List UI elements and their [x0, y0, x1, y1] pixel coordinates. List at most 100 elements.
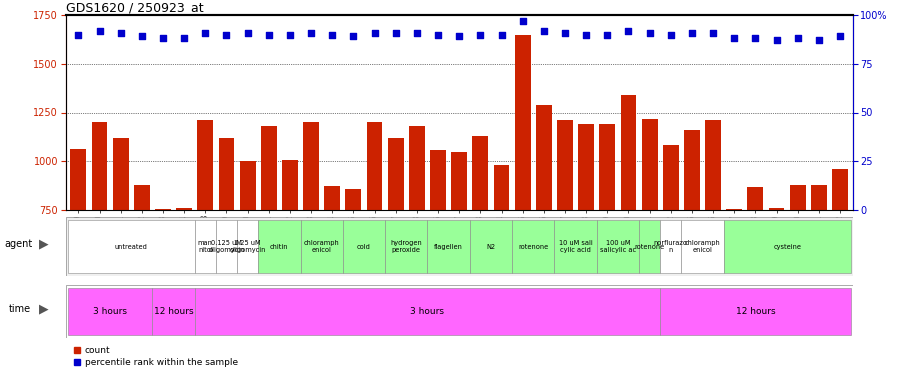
Bar	[324, 186, 340, 356]
Point	[641, 30, 656, 36]
Text: cold: cold	[356, 244, 371, 250]
Bar	[681, 220, 722, 273]
Bar	[704, 120, 721, 356]
Point	[219, 32, 233, 38]
Bar	[91, 122, 107, 356]
Bar	[302, 122, 319, 356]
Bar	[67, 288, 152, 335]
Bar	[683, 130, 699, 356]
Point	[261, 32, 276, 38]
Bar	[366, 122, 382, 356]
Bar	[810, 184, 826, 356]
Point	[747, 35, 762, 41]
Bar	[725, 209, 742, 356]
Bar	[67, 220, 195, 273]
Bar	[387, 138, 404, 356]
Point	[599, 32, 614, 38]
Point	[113, 30, 128, 36]
Point	[324, 32, 339, 38]
Point	[684, 30, 699, 36]
Bar	[70, 148, 87, 356]
Bar	[469, 220, 511, 273]
Text: chloramph
enicol: chloramph enicol	[303, 240, 339, 253]
Text: norflurazo
n: norflurazo n	[653, 240, 687, 253]
Bar	[639, 220, 660, 273]
Point	[578, 32, 593, 38]
Bar	[195, 220, 216, 273]
Point	[346, 33, 361, 39]
Text: agent: agent	[5, 238, 33, 249]
Bar	[472, 136, 487, 356]
Text: chitin: chitin	[270, 244, 288, 250]
Point	[198, 30, 212, 36]
Point	[282, 32, 297, 38]
Bar	[554, 220, 596, 273]
Point	[409, 30, 424, 36]
Text: untreated: untreated	[115, 244, 148, 250]
Text: 12 hours: 12 hours	[735, 307, 774, 316]
Bar	[660, 288, 850, 335]
Point	[557, 30, 571, 36]
Bar	[343, 220, 384, 273]
Point	[451, 33, 466, 39]
Point	[536, 28, 550, 34]
Text: man
nitol: man nitol	[198, 240, 212, 253]
Text: 100 uM
salicylic ac: 100 uM salicylic ac	[599, 240, 635, 253]
Point	[430, 32, 445, 38]
Bar	[511, 220, 554, 273]
Point	[811, 38, 825, 44]
Point	[768, 38, 783, 44]
Text: 10 uM sali
cylic acid: 10 uM sali cylic acid	[558, 240, 592, 253]
Point	[367, 30, 382, 36]
Point	[241, 30, 255, 36]
Bar	[219, 138, 234, 356]
Bar	[430, 150, 445, 356]
Point	[790, 35, 804, 41]
Bar	[722, 220, 850, 273]
Bar	[662, 145, 678, 356]
Bar	[596, 220, 639, 273]
Point	[620, 28, 635, 34]
Bar	[557, 120, 572, 356]
Bar	[345, 189, 361, 356]
Bar	[747, 187, 763, 356]
Text: 12 hours: 12 hours	[154, 307, 193, 316]
Point	[388, 30, 403, 36]
Bar	[237, 220, 258, 273]
Text: 1.25 uM
oligomycin: 1.25 uM oligomycin	[230, 240, 265, 253]
Text: rotenone: rotenone	[517, 244, 548, 250]
Bar	[536, 105, 551, 356]
Text: chloramph
enicol: chloramph enicol	[684, 240, 720, 253]
Text: N2: N2	[486, 244, 495, 250]
Point	[494, 32, 508, 38]
Point	[515, 18, 529, 24]
Text: flagellen: flagellen	[434, 244, 463, 250]
Text: cysteine: cysteine	[773, 244, 800, 250]
Bar	[258, 220, 301, 273]
Point	[832, 33, 846, 39]
Bar	[408, 126, 425, 356]
Bar	[578, 124, 593, 356]
Bar	[384, 220, 427, 273]
Bar	[619, 95, 636, 356]
Text: time: time	[9, 304, 31, 313]
Bar	[281, 160, 298, 356]
Bar	[155, 209, 170, 356]
Point	[71, 32, 86, 38]
Point	[726, 35, 741, 41]
Bar	[301, 220, 343, 273]
Bar	[197, 120, 213, 356]
Text: 0.125 uM
oligomycin: 0.125 uM oligomycin	[208, 240, 244, 253]
Point	[135, 33, 149, 39]
Text: 3 hours: 3 hours	[93, 307, 127, 316]
Bar	[789, 184, 804, 356]
Text: rotenone: rotenone	[634, 244, 664, 250]
Bar	[831, 169, 847, 356]
Bar	[427, 220, 469, 273]
Bar	[261, 126, 276, 356]
Point	[473, 32, 487, 38]
Text: ▶: ▶	[39, 302, 48, 315]
Point	[303, 30, 318, 36]
Bar	[152, 288, 195, 335]
Point	[705, 30, 720, 36]
